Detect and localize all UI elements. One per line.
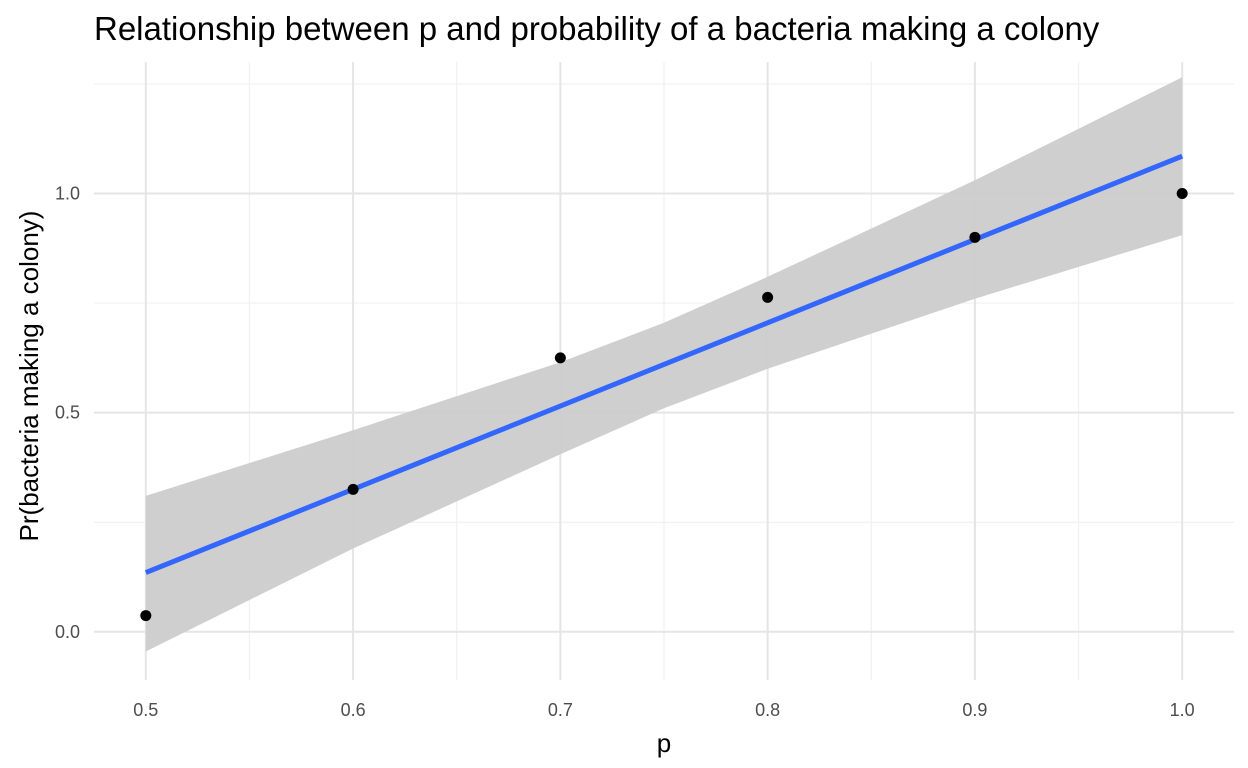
x-tick-label: 0.9	[962, 700, 987, 720]
y-tick-label: 1.0	[55, 183, 80, 203]
data-point	[554, 352, 566, 364]
data-point	[1176, 187, 1188, 199]
x-tick-label: 0.7	[548, 700, 573, 720]
chart-title: Relationship between p and probability o…	[94, 10, 1100, 47]
x-axis-title: p	[657, 728, 671, 758]
data-point	[140, 610, 152, 622]
x-tick-label: 0.6	[341, 700, 366, 720]
x-tick-label: 0.8	[755, 700, 780, 720]
data-point	[762, 291, 774, 303]
y-tick-label: 0.0	[55, 622, 80, 642]
y-tick-label: 0.5	[55, 403, 80, 423]
plot-area: 0.5 0.6 0.7 0.8 0.9 1.0 0.0 0.5 1.0	[55, 62, 1234, 720]
fit-line	[144, 153, 1184, 575]
x-tick-label: 0.5	[133, 700, 158, 720]
y-axis-title: Pr(bacteria making a colony)	[14, 211, 44, 542]
data-point	[969, 231, 981, 243]
data-point	[347, 483, 359, 495]
x-tick-label: 1.0	[1170, 700, 1195, 720]
